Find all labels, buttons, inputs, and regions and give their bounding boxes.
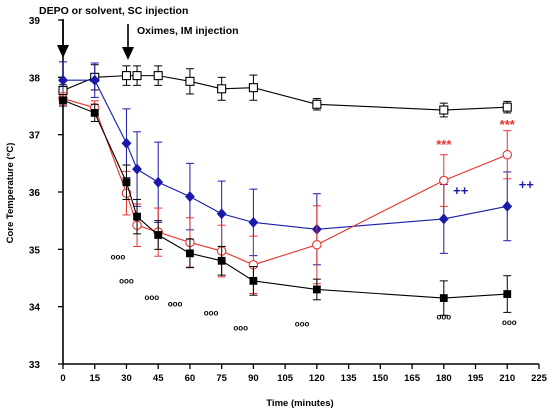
data-point <box>133 212 141 221</box>
data-point <box>217 256 226 265</box>
x-tick-label: 60 <box>185 373 196 384</box>
data-point <box>312 285 321 294</box>
x-tick-label: 75 <box>216 373 227 384</box>
annotation-depo-arrowhead <box>57 45 69 58</box>
significance-marker: *** <box>436 137 452 152</box>
data-point <box>217 84 227 94</box>
significance-marker: ++ <box>453 183 469 198</box>
data-point <box>90 108 99 117</box>
significance-marker: ooo <box>295 320 310 329</box>
data-point <box>58 74 68 86</box>
x-tick-label: 90 <box>248 373 259 384</box>
data-point <box>249 276 258 285</box>
data-point <box>132 163 142 175</box>
data-point <box>439 175 449 186</box>
x-tick-label: 105 <box>277 373 294 384</box>
data-point <box>502 102 512 112</box>
y-tick-label: 39 <box>29 16 41 27</box>
data-point <box>186 249 194 258</box>
x-tick-label: 195 <box>468 373 485 384</box>
data-point <box>153 176 164 188</box>
significance-marker: ooo <box>204 308 219 317</box>
data-point <box>154 231 163 239</box>
x-axis-label: Time (minutes) <box>266 398 333 409</box>
data-point <box>502 200 513 212</box>
data-point <box>502 149 513 160</box>
significance-marker: ooo <box>145 293 160 302</box>
data-point <box>248 216 259 228</box>
x-tick-label: 210 <box>499 373 515 384</box>
y-tick-label: 38 <box>29 73 41 84</box>
significance-marker: ooo <box>233 324 248 333</box>
y-tick-label: 34 <box>29 303 41 314</box>
y-tick-label: 36 <box>29 188 41 199</box>
data-point <box>438 213 449 225</box>
x-tick-label: 45 <box>153 373 164 384</box>
data-point <box>312 99 322 109</box>
axes: 0 15 30 45 60 75 90 105 120 135 150 165 180 195 210 225… <box>29 16 548 384</box>
x-tick-label: 180 <box>436 373 452 384</box>
y-tick-label: 33 <box>29 360 41 371</box>
data-point <box>216 208 227 220</box>
y-tick-label: 35 <box>29 245 41 256</box>
significance-marker: ooo <box>502 318 517 327</box>
x-tick-label: 165 <box>404 373 421 384</box>
series-layer <box>58 61 513 316</box>
y-tick-label: 37 <box>29 131 41 142</box>
data-point <box>439 105 449 115</box>
x-tick-label: 225 <box>531 373 548 384</box>
x-tick-label: 120 <box>309 373 325 384</box>
data-point <box>503 290 512 298</box>
significance-marker: ooo <box>168 300 183 309</box>
annotation-oximes-label: Oximes, IM injection <box>137 25 239 37</box>
data-point <box>248 83 258 93</box>
x-tick-label: 15 <box>89 373 100 384</box>
data-point <box>132 71 142 81</box>
x-tick-label: 0 <box>60 373 65 384</box>
significance-marker: ++ <box>519 177 535 192</box>
x-tick-label: 30 <box>121 373 132 384</box>
x-tick-label: 150 <box>372 373 388 384</box>
data-point <box>89 74 100 86</box>
data-point <box>439 294 448 302</box>
data-point <box>59 96 67 105</box>
significance-marker: ooo <box>119 277 134 286</box>
annotation-oximes: Oximes, IM injection <box>122 24 239 60</box>
data-point <box>121 137 132 149</box>
x-tick-label: 135 <box>341 373 358 384</box>
data-point <box>185 191 195 203</box>
data-point <box>153 71 163 81</box>
significance-marker: *** <box>500 117 516 132</box>
data-point <box>121 71 132 81</box>
series-line <box>62 75 508 111</box>
series-3 <box>59 94 512 316</box>
annotation-depo-label: DEPO or solvent, SC injection <box>39 5 188 17</box>
data-point <box>185 76 195 86</box>
annotation-oximes-arrowhead <box>122 47 134 60</box>
significance-marker: ooo <box>436 312 451 321</box>
data-point <box>312 239 322 250</box>
y-axis-label: Core Temperature (°C) <box>5 143 16 244</box>
data-point <box>122 178 131 187</box>
annotation-depo: DEPO or solvent, SC injection <box>39 5 188 58</box>
significance-marker: ooo <box>111 253 126 262</box>
